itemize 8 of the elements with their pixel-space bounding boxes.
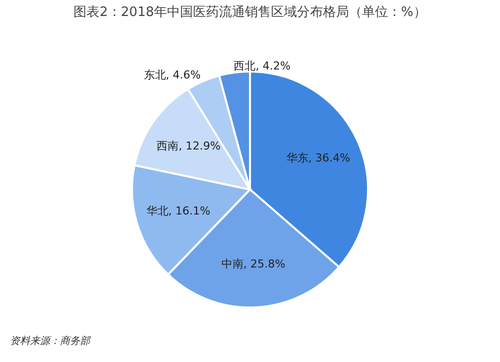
slice-label: 华东, 36.4% [286, 151, 350, 164]
slice-label: 华北, 16.1% [146, 204, 210, 218]
slice-label: 东北, 4.6% [144, 68, 201, 82]
chart-title: 图表2：2018年中国医药流通销售区域分布格局（单位：%） [74, 4, 426, 20]
text: 资料来源：商务部 [10, 335, 92, 347]
slice-label: 西北, 4.2% [234, 60, 291, 73]
slice-label: 中南, 25.8% [221, 257, 286, 270]
slice-label: 西南, 12.9% [156, 139, 221, 152]
